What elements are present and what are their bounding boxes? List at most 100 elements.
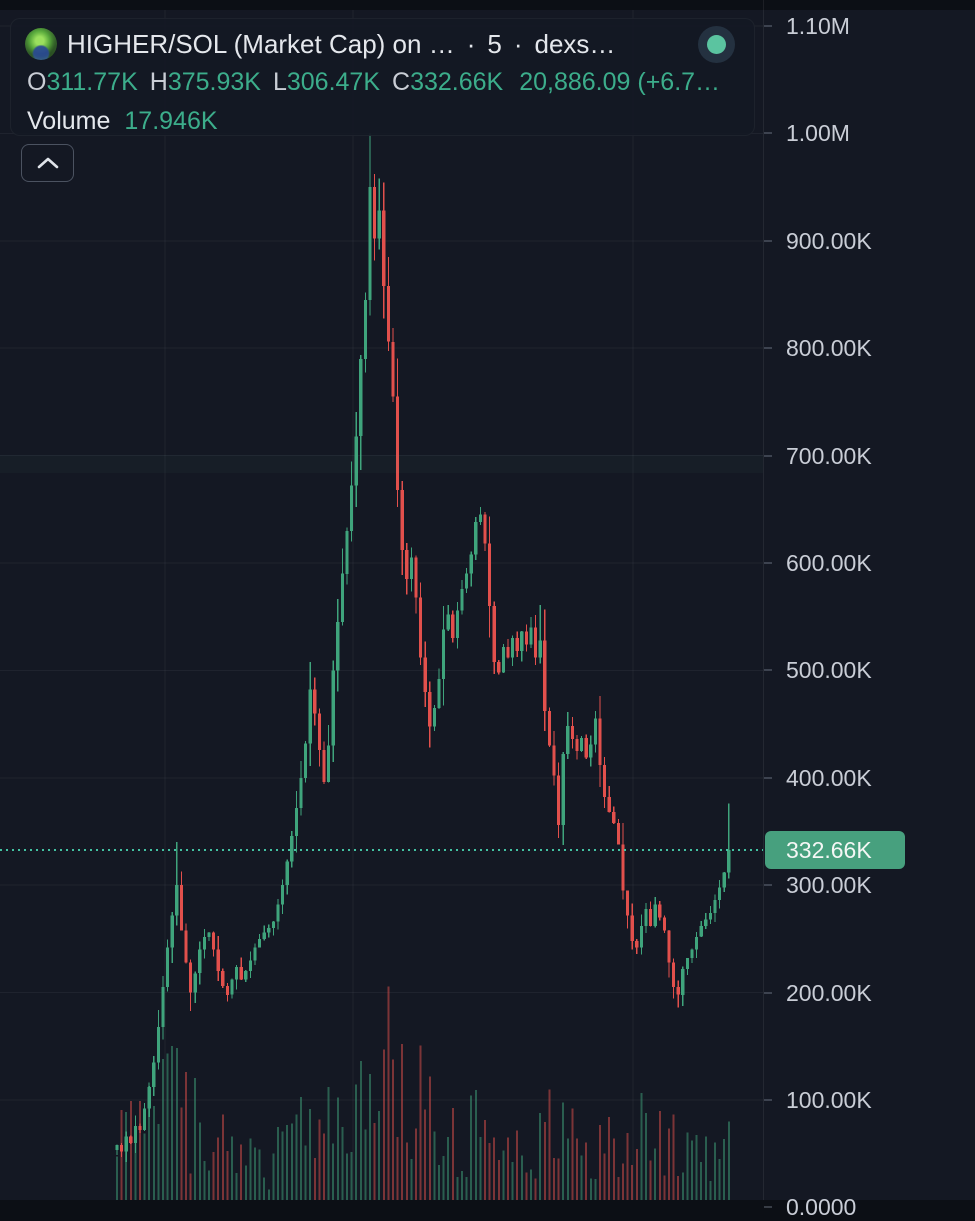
price-axis-tick (764, 776, 772, 779)
volume-bar (217, 1137, 220, 1200)
candle-body (639, 926, 643, 948)
volume-bar (548, 1089, 551, 1200)
candle-body (262, 932, 266, 939)
volume-bar (695, 1135, 698, 1200)
change-value: 20,886.09 (+6.7… (519, 67, 721, 96)
volume-bar (479, 1137, 482, 1200)
candle-body (322, 749, 326, 783)
volume-bar (244, 1165, 247, 1200)
volume-bar (493, 1137, 496, 1200)
candle-body (474, 522, 478, 555)
candle-body (304, 743, 308, 778)
candle-body (676, 987, 680, 995)
candle-body (506, 646, 510, 658)
candle-body (658, 904, 662, 918)
price-axis-tick (764, 562, 772, 564)
candle-body (120, 1145, 124, 1152)
candle-body (584, 738, 588, 758)
high-label: H (149, 67, 168, 96)
title-separator: · (513, 28, 523, 59)
candle-body (713, 900, 717, 914)
volume-bar (557, 1158, 560, 1200)
candle-body (193, 973, 197, 993)
candle-body (603, 764, 607, 798)
volume-bar (438, 1165, 440, 1200)
candle-body (386, 285, 390, 342)
candle-body (649, 908, 653, 926)
candle-body (570, 726, 574, 740)
volume-bar (502, 1150, 505, 1200)
volume-bar (507, 1137, 509, 1200)
candle-body (299, 777, 303, 808)
candle-body (534, 627, 538, 658)
volume-bar (585, 1142, 588, 1200)
candle-body (667, 930, 671, 963)
volume-bar (622, 1163, 624, 1200)
candle-body (258, 938, 262, 948)
volume-bar (355, 1084, 358, 1200)
candle-body (184, 930, 188, 963)
candle-body (405, 550, 409, 580)
interval-label[interactable]: 5 (487, 28, 502, 59)
candle-body (230, 979, 234, 995)
volume-bar (382, 1049, 385, 1200)
volume-bar (599, 1125, 601, 1200)
volume-bar (465, 1176, 468, 1200)
candle-body (428, 691, 432, 727)
top-edge (0, 0, 975, 10)
candle-body (189, 962, 193, 993)
price-axis-label: 400.00K (786, 764, 872, 791)
candle-body (285, 861, 289, 886)
volume-bar (612, 1138, 615, 1200)
candle-body (478, 514, 482, 523)
volume-bar (157, 1123, 160, 1200)
volume-bar (235, 1173, 238, 1200)
candle-body (124, 1136, 128, 1152)
candle-body (575, 739, 579, 751)
volume-row: Volume 17.946K (27, 106, 218, 136)
volume-bar (226, 1151, 229, 1200)
candle-body (653, 904, 657, 926)
candle-body (501, 646, 505, 673)
candle-body (198, 949, 202, 974)
candle-body (446, 614, 450, 630)
volume-bar (359, 1060, 362, 1200)
candle-body (423, 657, 427, 692)
candle-body (331, 670, 335, 746)
volume-bar (318, 1119, 321, 1200)
volume-bar (433, 1131, 436, 1200)
candle-body (221, 971, 225, 987)
candle-body (161, 987, 165, 1027)
candle-body (432, 708, 436, 727)
candle-body (607, 797, 611, 813)
candle-body (373, 187, 377, 239)
candle-body (460, 588, 464, 611)
price-scale-panel[interactable]: 332.66K 1.10M 1.00M 900.00K 800.00K 700.00K 6… (763, 0, 975, 1220)
volume-bar (189, 1173, 192, 1200)
candle-body (547, 711, 551, 746)
token-logo (25, 28, 57, 60)
candle-body (202, 936, 206, 950)
current-price-dotted-line (0, 849, 763, 852)
volume-bar (714, 1142, 716, 1200)
candle-body (391, 341, 395, 397)
volume-bar (626, 1133, 629, 1200)
candle-body (492, 606, 496, 662)
close-label: C (392, 67, 411, 96)
symbol-title[interactable]: HIGHER/SOL (Market Cap) on … (67, 28, 455, 59)
collapse-legend-button[interactable] (21, 144, 74, 182)
candle-body (235, 966, 239, 980)
chart-canvas[interactable] (0, 0, 763, 1200)
candle-body (465, 573, 469, 589)
candle-body (566, 726, 570, 755)
volume-bar (654, 1148, 657, 1200)
candle-body (290, 835, 294, 862)
candle-body (143, 1108, 147, 1131)
candle-body (722, 872, 726, 888)
volume-bar (336, 1097, 339, 1200)
candle-wick (539, 604, 541, 664)
volume-bar (369, 1074, 371, 1200)
volume-bar (672, 1114, 675, 1200)
candle-body (313, 689, 317, 714)
watermark-band (0, 455, 763, 473)
